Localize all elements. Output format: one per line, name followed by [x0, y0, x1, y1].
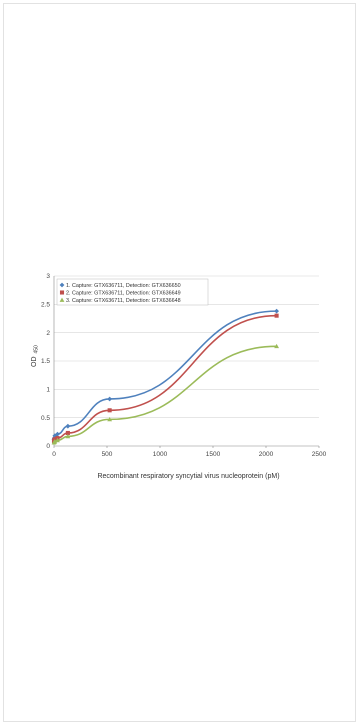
y-axis-title-subscript: 450: [34, 345, 40, 354]
legend-box: [56, 278, 209, 306]
legend-entry-label: 2. Capture: GTX636711, Detection: GTX636…: [66, 290, 181, 296]
y-tick-label: 3: [46, 273, 50, 280]
series-lines: [51, 308, 279, 445]
y-tick-labels: 0 0.5 1 1.5 2 2.5 3: [41, 273, 50, 450]
x-tick-label: 1000: [153, 451, 168, 458]
x-tick-labels: 0 500 1000 1500 2000 2500: [52, 446, 327, 458]
data-point: [274, 343, 279, 349]
y-tick-label: 2: [46, 330, 50, 337]
series-3: [51, 343, 279, 445]
legend-entry-label: 1. Capture: GTX636711, Detection: GTX636…: [66, 283, 181, 289]
y-axis-title-main: OD: [31, 357, 38, 368]
data-point: [55, 437, 60, 443]
x-tick-label: 2000: [259, 451, 274, 458]
y-axis-title: OD 450: [31, 345, 40, 367]
x-axis-title: Recombinant respiratory syncytial virus …: [97, 473, 279, 480]
series-line: [53, 314, 277, 442]
data-point: [65, 423, 71, 429]
data-point: [65, 433, 71, 439]
data-point: [107, 408, 112, 413]
x-tick-label: 500: [102, 451, 113, 458]
data-point: [107, 416, 113, 422]
y-tick-label: 2.5: [41, 302, 50, 309]
series-line: [53, 310, 277, 440]
x-tick-label: 0: [52, 451, 56, 458]
data-point: [59, 282, 65, 288]
series-1: [51, 308, 279, 442]
data-point: [55, 431, 60, 437]
y-tick-label: 0.5: [41, 415, 50, 422]
legend: 1. Capture: GTX636711, Detection: GTX636…: [56, 278, 209, 306]
page-frame: [3, 3, 356, 722]
y-tick-label: 1.5: [41, 358, 50, 365]
x-tick-label: 1500: [206, 451, 221, 458]
data-point: [52, 439, 58, 444]
series-2: [51, 313, 279, 443]
data-point: [59, 297, 65, 302]
y-tick-label: 0: [46, 443, 50, 450]
data-point: [274, 308, 279, 314]
data-point: [107, 396, 113, 402]
data-point: [65, 430, 70, 436]
y-tick-label: 1: [46, 387, 50, 394]
data-point: [274, 313, 279, 318]
axes: [53, 276, 319, 447]
x-tick-label: 2500: [312, 451, 327, 458]
data-point: [59, 290, 65, 295]
legend-entry-label: 3. Capture: GTX636711, Detection: GTX636…: [66, 298, 181, 304]
